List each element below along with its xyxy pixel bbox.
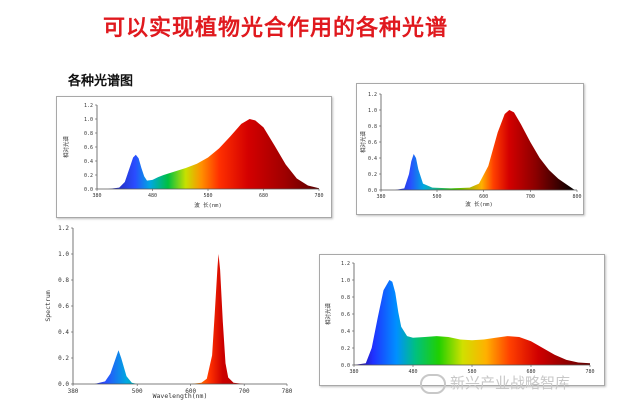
spectrum-chart-3: 0.0 0.2 0.4 0.6 0.8 1.0 1.2 380 500 600 700 780 Wave… (44, 225, 293, 400)
spectrum-area-4 (354, 280, 590, 365)
y-tick-label: 1.0 (341, 278, 350, 284)
x-tick-label: 680 (259, 193, 268, 199)
y-tick-label: 0.6 (58, 303, 69, 310)
spectrum-panel-4: 0.0 0.2 0.4 0.6 0.8 1.0 1.2 380 480 580 680 780 相对光谱 (319, 254, 605, 386)
x-tick-label: 780 (585, 369, 594, 375)
x-tick-label: 780 (314, 193, 323, 199)
y-tick-label: 0.0 (368, 188, 377, 194)
y-tick-label: 0.4 (341, 329, 350, 335)
y-axis-label: Spectrum (44, 290, 52, 321)
x-tick-label: 680 (526, 369, 535, 375)
wechat-icon (420, 373, 446, 394)
y-tick-label: 0.8 (368, 124, 377, 130)
y-tick-label: 1.2 (341, 261, 350, 267)
y-tick-label: 1.2 (84, 103, 93, 109)
x-axis-label: 波 长(nm) (465, 200, 493, 208)
spectrum-panel-1: 0.0 0.2 0.4 0.6 0.8 1.0 1.2 380 480 580 680 780 波 长(… (56, 96, 332, 218)
y-tick-label: 0.8 (341, 295, 350, 301)
x-tick-label: 480 (408, 369, 417, 375)
y-tick-label: 1.2 (368, 92, 377, 98)
spectrum-chart-1: 0.0 0.2 0.4 0.6 0.8 1.0 1.2 380 480 580 680 780 波 长(… (62, 103, 324, 209)
page-title: 可以实现植物光合作用的各种光谱 (103, 16, 449, 41)
y-tick-label: 1.2 (58, 225, 69, 232)
x-tick-label: 500 (132, 388, 143, 395)
y-tick-label: 0.6 (368, 140, 377, 146)
y-tick-label: 0.8 (58, 277, 69, 284)
y-tick-label: 1.0 (84, 117, 93, 123)
spectrum-area-3 (73, 254, 287, 384)
x-tick-label: 780 (282, 388, 293, 395)
x-tick-label: 380 (92, 193, 101, 199)
y-tick-label: 0.2 (84, 173, 93, 179)
y-tick-label: 0.4 (58, 329, 69, 336)
x-tick-label: 580 (467, 369, 476, 375)
x-axis-label: Wavelength(nm) (153, 392, 208, 400)
x-tick-label: 600 (185, 388, 196, 395)
spectrum-panel-3: 0.0 0.2 0.4 0.6 0.8 1.0 1.2 380 500 600 700 780 Wave… (40, 222, 310, 404)
y-tick-label: 0.0 (341, 363, 350, 369)
y-tick-label: 0.4 (368, 156, 377, 162)
x-tick-label: 700 (239, 388, 250, 395)
spectrum-chart-4: 0.0 0.2 0.4 0.6 0.8 1.0 1.2 380 480 580 680 780 相对光谱 (324, 261, 595, 375)
y-tick-label: 0.8 (84, 131, 93, 137)
y-axis-label: 相对光谱 (359, 131, 367, 154)
spectrum-chart-2: 0.0 0.2 0.4 0.6 0.8 1.0 1.2 380 500 600 700 800 波 长(… (359, 92, 582, 208)
y-tick-label: 0.2 (58, 355, 69, 362)
y-axis-label: 相对光谱 (324, 303, 332, 326)
y-tick-label: 0.2 (368, 172, 377, 178)
spectrum-area-1 (97, 119, 319, 189)
section-heading: 各种光谱图 (68, 74, 134, 89)
x-tick-label: 380 (349, 369, 358, 375)
spectrum-panel-2: 0.0 0.2 0.4 0.6 0.8 1.0 1.2 380 500 600 700 800 波 长(… (356, 83, 584, 215)
y-tick-label: 0.0 (58, 381, 69, 388)
watermark: 新兴产业战略智库 (420, 372, 570, 394)
x-tick-label: 500 (432, 194, 441, 200)
y-axis-label: 相对光谱 (62, 136, 70, 159)
spectrum-area-2 (381, 110, 575, 190)
x-tick-label: 380 (376, 194, 385, 200)
x-tick-label: 380 (68, 388, 79, 395)
x-tick-label: 800 (572, 194, 581, 200)
y-tick-label: 0.6 (84, 145, 93, 151)
axis-lines (72, 228, 287, 385)
x-tick-label: 580 (203, 193, 212, 199)
x-tick-label: 600 (479, 194, 488, 200)
y-tick-label: 1.0 (58, 251, 69, 258)
y-tick-label: 0.6 (341, 312, 350, 318)
y-tick-label: 0.0 (84, 187, 93, 193)
x-axis-label: 波 长(nm) (194, 201, 222, 209)
y-tick-label: 0.4 (84, 159, 93, 165)
x-tick-label: 700 (526, 194, 535, 200)
x-tick-label: 480 (148, 193, 157, 199)
watermark-text: 新兴产业战略智库 (450, 374, 571, 392)
y-tick-label: 0.2 (341, 346, 350, 352)
y-tick-label: 1.0 (368, 108, 377, 114)
